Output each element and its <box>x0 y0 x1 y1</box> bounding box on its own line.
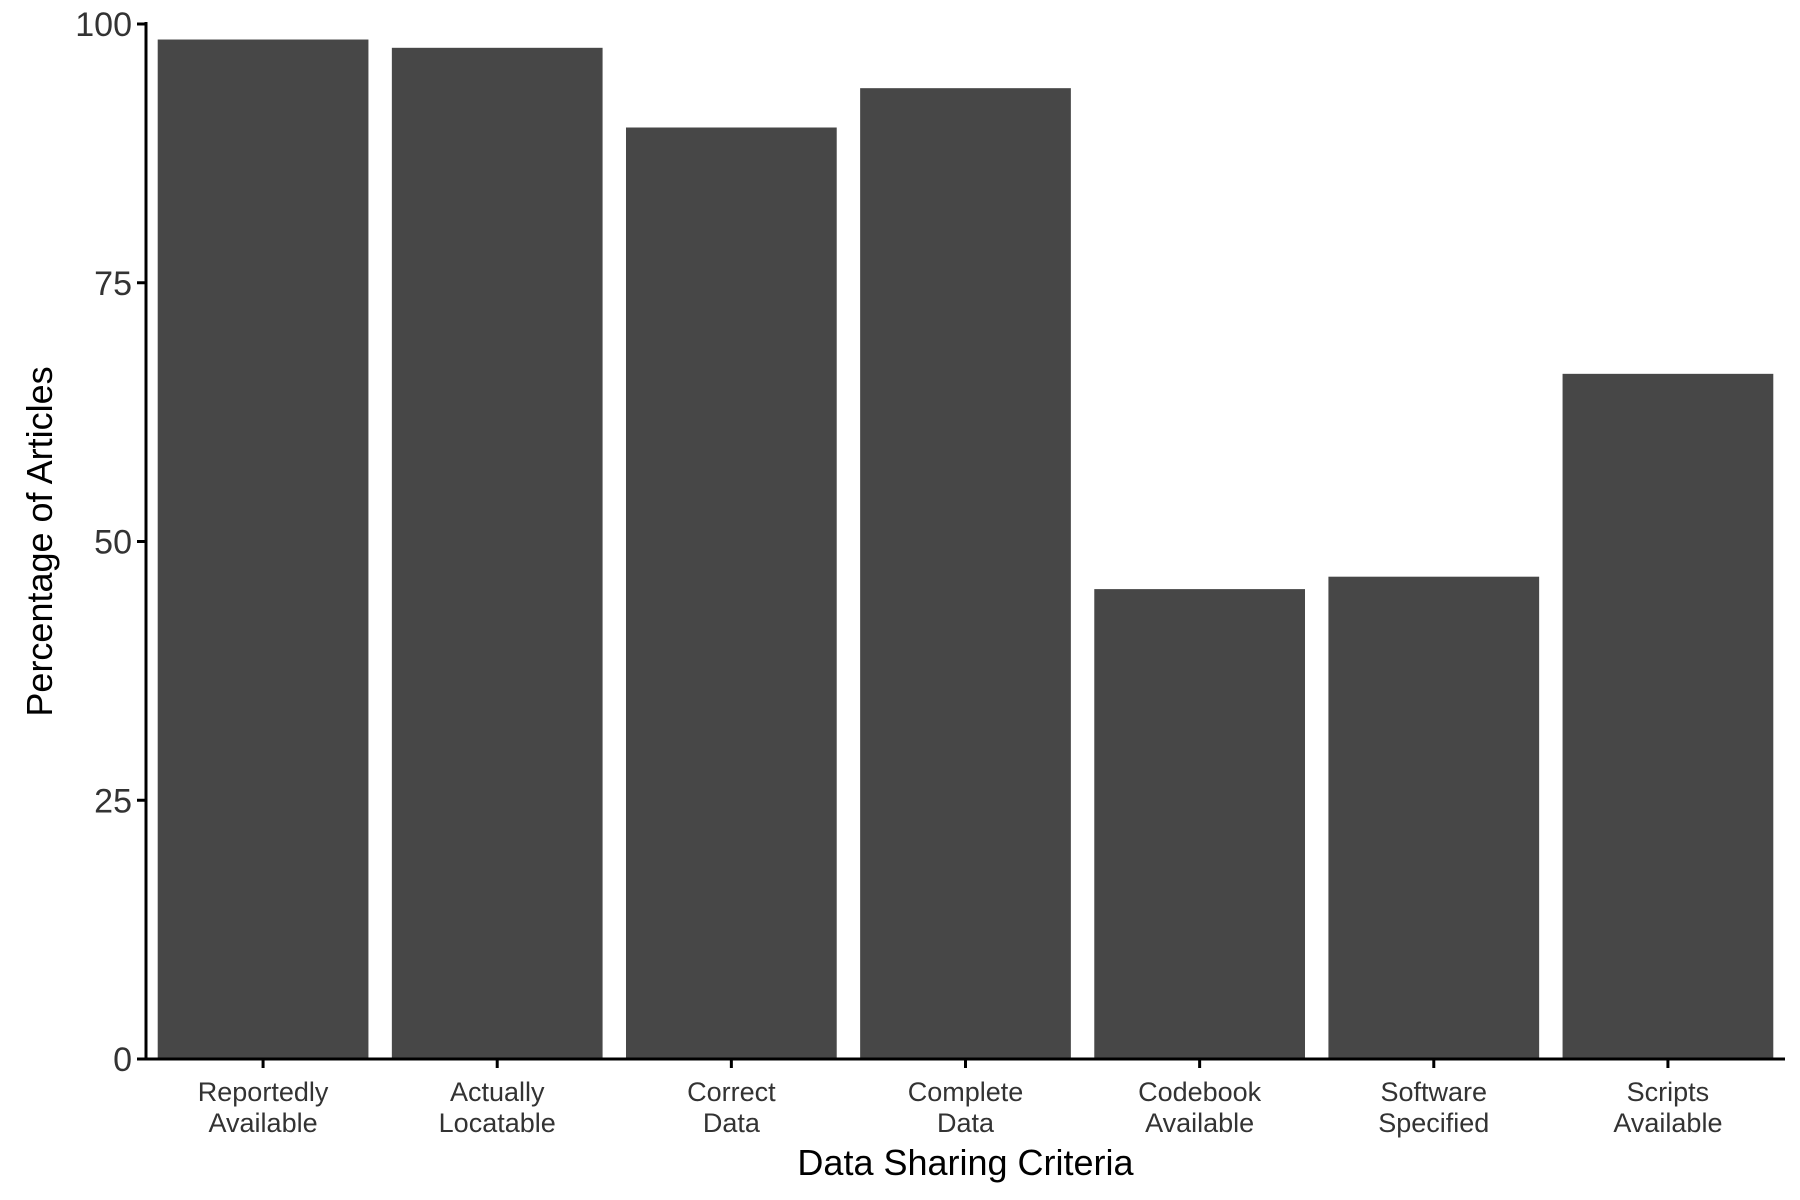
bar-reportedly-available <box>157 39 369 1059</box>
x-tick-label-line: Codebook <box>1138 1077 1262 1107</box>
y-tick-label: 25 <box>94 782 132 820</box>
x-tick-label-line: Complete <box>908 1077 1024 1107</box>
y-tick-label: 0 <box>113 1041 132 1079</box>
y-ticks-group: 0 25 50 75 100 <box>75 6 146 1079</box>
x-tick-label-line: Software <box>1381 1077 1488 1107</box>
x-tick-label-line: Reportedly <box>198 1077 329 1107</box>
x-tick-label-line: Available <box>209 1108 318 1138</box>
x-tick-label: Correct Data <box>687 1077 776 1138</box>
x-tick-label: Scripts Available <box>1613 1077 1722 1138</box>
x-tick-label-line: Available <box>1613 1108 1722 1138</box>
x-tick-label-line: Specified <box>1378 1108 1489 1138</box>
x-tick-label-line: Locatable <box>439 1108 556 1138</box>
x-tick-label: Actually Locatable <box>439 1077 556 1138</box>
y-tick-label: 100 <box>75 6 132 44</box>
x-tick-label-line: Actually <box>450 1077 545 1107</box>
x-tick-label-line: Available <box>1145 1108 1254 1138</box>
x-axis-title: Data Sharing Criteria <box>797 1142 1134 1183</box>
y-axis-title: Percentage of Articles <box>19 366 60 716</box>
bar-correct-data <box>625 127 837 1059</box>
bars-group <box>157 39 1774 1060</box>
x-tick-label-line: Data <box>937 1108 995 1138</box>
bar-software-specified <box>1328 576 1540 1059</box>
x-tick-label: Reportedly Available <box>198 1077 329 1138</box>
bar-actually-locatable <box>391 47 603 1060</box>
y-tick-label: 50 <box>94 524 132 562</box>
bar-complete-data <box>860 88 1071 1060</box>
bar-codebook-available <box>1094 589 1306 1059</box>
x-tick-label-line: Data <box>703 1108 761 1138</box>
x-tick-label: Codebook Available <box>1138 1077 1262 1138</box>
x-tick-label-line: Scripts <box>1627 1077 1710 1107</box>
y-tick-label: 75 <box>94 265 132 303</box>
bar-scripts-available <box>1562 373 1774 1060</box>
x-tick-label-line: Correct <box>687 1077 776 1107</box>
x-tick-label: Complete Data <box>908 1077 1024 1138</box>
x-tick-label: Software Specified <box>1378 1077 1489 1138</box>
